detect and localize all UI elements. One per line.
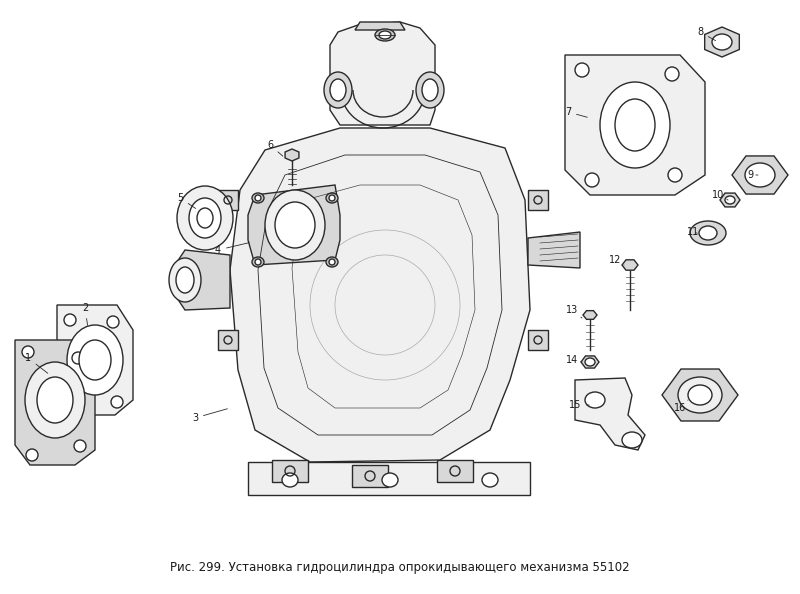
Polygon shape <box>218 330 238 350</box>
Ellipse shape <box>22 346 34 358</box>
Ellipse shape <box>615 99 655 151</box>
Ellipse shape <box>252 193 264 203</box>
Text: 2: 2 <box>82 303 88 326</box>
Polygon shape <box>565 55 705 195</box>
Text: 1: 1 <box>25 353 48 373</box>
Ellipse shape <box>575 63 589 77</box>
Polygon shape <box>528 330 548 350</box>
Ellipse shape <box>64 314 76 326</box>
Ellipse shape <box>712 34 732 50</box>
Polygon shape <box>57 305 133 415</box>
Polygon shape <box>720 193 740 207</box>
Ellipse shape <box>72 352 84 364</box>
Text: 16: 16 <box>674 400 688 413</box>
Ellipse shape <box>177 186 233 250</box>
Ellipse shape <box>416 72 444 108</box>
Text: 10: 10 <box>712 190 728 200</box>
Ellipse shape <box>688 385 712 405</box>
Text: 11: 11 <box>687 227 699 237</box>
Ellipse shape <box>690 221 726 245</box>
Text: 14: 14 <box>566 355 582 365</box>
Text: 9: 9 <box>747 170 758 180</box>
Text: 3: 3 <box>192 409 227 423</box>
Polygon shape <box>15 340 95 465</box>
Ellipse shape <box>107 316 119 328</box>
Text: 15: 15 <box>569 400 590 410</box>
Ellipse shape <box>329 259 335 265</box>
Polygon shape <box>330 22 435 125</box>
Polygon shape <box>248 185 340 265</box>
Ellipse shape <box>67 398 79 410</box>
Ellipse shape <box>375 29 395 41</box>
Ellipse shape <box>282 473 298 487</box>
Ellipse shape <box>668 168 682 182</box>
Ellipse shape <box>111 396 123 408</box>
Ellipse shape <box>585 173 599 187</box>
Ellipse shape <box>74 440 86 452</box>
Ellipse shape <box>67 325 123 395</box>
Polygon shape <box>355 22 405 30</box>
Ellipse shape <box>255 259 261 265</box>
Ellipse shape <box>382 473 398 487</box>
Ellipse shape <box>252 257 264 267</box>
Text: 4: 4 <box>215 242 250 255</box>
Ellipse shape <box>189 198 221 238</box>
Polygon shape <box>583 311 597 320</box>
Ellipse shape <box>176 267 194 293</box>
Ellipse shape <box>79 340 111 380</box>
Ellipse shape <box>622 432 642 448</box>
Polygon shape <box>705 27 739 57</box>
Text: Рис. 299. Установка гидроцилиндра опрокидывающего механизма 55102: Рис. 299. Установка гидроцилиндра опроки… <box>170 561 630 574</box>
Ellipse shape <box>326 193 338 203</box>
Ellipse shape <box>37 377 73 423</box>
Polygon shape <box>581 356 599 368</box>
Text: 8: 8 <box>697 27 715 40</box>
Polygon shape <box>662 369 738 421</box>
Ellipse shape <box>585 358 595 366</box>
Ellipse shape <box>275 202 315 248</box>
Ellipse shape <box>330 79 346 101</box>
Polygon shape <box>230 128 530 462</box>
Ellipse shape <box>25 362 85 438</box>
Polygon shape <box>175 250 230 310</box>
Ellipse shape <box>329 195 335 201</box>
Ellipse shape <box>699 226 717 240</box>
Polygon shape <box>528 190 548 210</box>
Polygon shape <box>272 460 308 482</box>
Ellipse shape <box>197 208 213 228</box>
Ellipse shape <box>678 377 722 413</box>
Ellipse shape <box>665 67 679 81</box>
Ellipse shape <box>255 195 261 201</box>
Polygon shape <box>285 149 299 161</box>
Text: 6: 6 <box>267 140 283 156</box>
Ellipse shape <box>745 163 775 187</box>
Ellipse shape <box>26 449 38 461</box>
Polygon shape <box>248 462 530 495</box>
Polygon shape <box>732 156 788 194</box>
Ellipse shape <box>422 79 438 101</box>
Text: G: G <box>342 247 438 353</box>
Ellipse shape <box>324 72 352 108</box>
Polygon shape <box>528 232 580 268</box>
Ellipse shape <box>169 258 201 302</box>
Ellipse shape <box>585 392 605 408</box>
Ellipse shape <box>265 190 325 260</box>
Ellipse shape <box>326 257 338 267</box>
Polygon shape <box>218 190 238 210</box>
Ellipse shape <box>482 473 498 487</box>
Ellipse shape <box>379 31 391 39</box>
Ellipse shape <box>725 196 735 204</box>
Polygon shape <box>622 260 638 270</box>
Text: 13: 13 <box>566 305 582 318</box>
Text: 5: 5 <box>177 193 196 208</box>
Polygon shape <box>437 460 473 482</box>
Ellipse shape <box>600 82 670 168</box>
Polygon shape <box>575 378 645 450</box>
Text: 7: 7 <box>565 107 587 117</box>
Polygon shape <box>352 465 388 487</box>
Text: 12: 12 <box>609 255 624 265</box>
